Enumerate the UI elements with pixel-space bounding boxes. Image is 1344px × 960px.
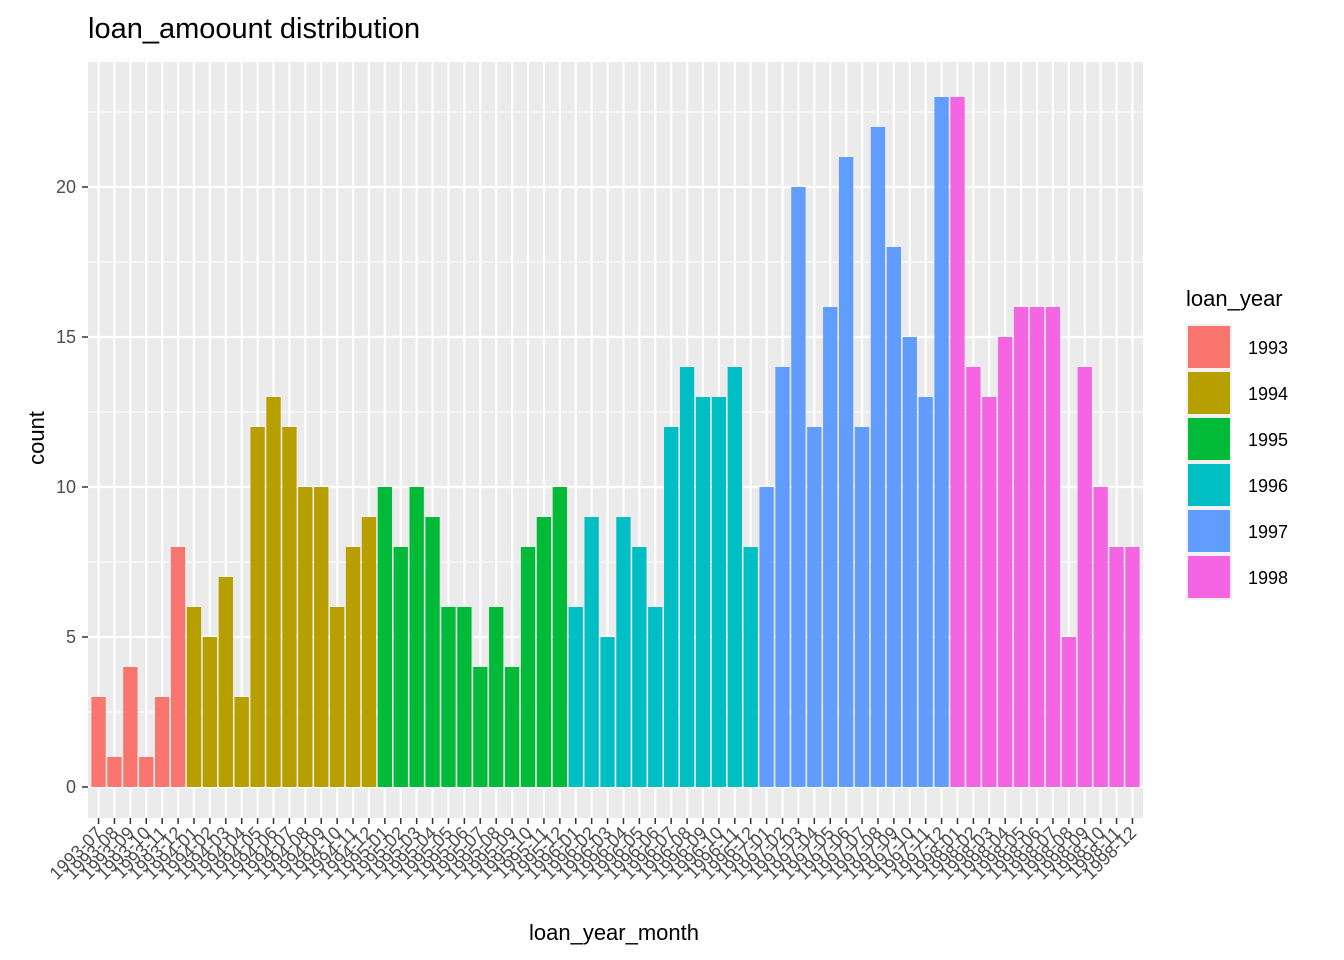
y-tick-label: 10: [56, 477, 76, 497]
bar-1994-05: [250, 427, 265, 787]
bar-1998-03: [982, 397, 997, 787]
bar-1994-01: [186, 607, 202, 787]
bar-1994-12: [361, 517, 377, 787]
bar-1998-02: [966, 367, 981, 787]
bar-1996-08: [679, 367, 695, 787]
bar-1998-01: [950, 97, 965, 787]
bar-1993-09: [123, 667, 138, 787]
bar-1996-05: [632, 547, 647, 787]
bar-1998-08: [1061, 637, 1076, 787]
bar-1995-04: [425, 517, 440, 787]
legend-swatch-1993: [1188, 326, 1230, 368]
legend: loan_year 1993 1994 1995 1996 1997 1998: [1186, 286, 1288, 600]
bar-1994-03: [218, 577, 233, 787]
bar-1995-08: [489, 607, 504, 787]
bar-1997-02: [775, 367, 790, 787]
legend-title: loan_year: [1186, 286, 1283, 311]
bar-1998-11: [1109, 547, 1124, 787]
legend-swatch-1997: [1188, 510, 1230, 552]
bar-1997-03: [791, 187, 806, 787]
bar-1998-06: [1029, 307, 1045, 787]
bar-1996-10: [711, 397, 727, 787]
bar-1996-07: [664, 427, 679, 787]
bar-1995-06: [457, 607, 472, 787]
bar-1996-02: [584, 517, 599, 787]
legend-label-1995: 1995: [1248, 430, 1288, 450]
bar-1997-07: [854, 427, 870, 787]
bar-1995-03: [409, 487, 424, 787]
bar-1998-05: [1013, 307, 1029, 787]
bar-1996-12: [743, 547, 758, 787]
legend-label-1993: 1993: [1248, 338, 1288, 358]
bar-1997-12: [934, 97, 949, 787]
bar-1997-11: [918, 397, 933, 787]
bar-1996-11: [727, 367, 742, 787]
bar-1995-05: [441, 607, 456, 787]
y-tick-label: 5: [66, 627, 76, 647]
bar-1997-09: [886, 247, 902, 787]
bar-1998-12: [1125, 547, 1140, 787]
bar-1993-07: [91, 697, 106, 787]
bar-1998-04: [998, 337, 1013, 787]
bar-1995-02: [393, 547, 408, 787]
bar-1994-02: [202, 637, 218, 787]
bar-1994-10: [329, 607, 345, 787]
legend-swatch-1995: [1188, 418, 1230, 460]
bar-1995-12: [552, 487, 567, 787]
bar-1993-11: [155, 697, 170, 787]
bar-1994-11: [345, 547, 361, 787]
bar-1998-07: [1045, 307, 1061, 787]
bar-1995-07: [473, 667, 488, 787]
x-axis-title: loan_year_month: [529, 920, 699, 945]
bar-1993-12: [170, 547, 186, 787]
bar-1996-01: [568, 607, 583, 787]
bar-1997-04: [807, 427, 822, 787]
y-axis-title: count: [24, 411, 49, 465]
legend-swatch-1998: [1188, 556, 1230, 598]
bar-1998-09: [1077, 367, 1092, 787]
y-tick-label: 15: [56, 327, 76, 347]
bar-1994-09: [314, 487, 329, 787]
bar-1997-05: [823, 307, 838, 787]
legend-label-1997: 1997: [1248, 522, 1288, 542]
y-axis-ticks: 0 5 10 15 20: [56, 177, 88, 797]
bar-1994-04: [234, 697, 249, 787]
bar-1996-04: [616, 517, 631, 787]
bar-1996-03: [600, 637, 615, 787]
chart-title: loan_amoount distribution: [88, 13, 420, 45]
bar-1995-01: [377, 487, 393, 787]
bar-1997-06: [838, 157, 854, 787]
legend-label-1998: 1998: [1248, 568, 1288, 588]
y-tick-label: 20: [56, 177, 76, 197]
bar-1996-06: [648, 607, 663, 787]
bar-1994-08: [298, 487, 313, 787]
bar-1995-11: [536, 517, 552, 787]
x-axis-ticks: 1993-071993-081993-091993-101993-111993-…: [46, 818, 1140, 884]
bar-1993-08: [107, 757, 122, 787]
legend-swatch-1996: [1188, 464, 1230, 506]
bar-1995-10: [520, 547, 536, 787]
bar-1993-10: [139, 757, 154, 787]
bar-1996-09: [695, 397, 711, 787]
legend-label-1994: 1994: [1248, 384, 1288, 404]
bars: [91, 97, 1140, 787]
bar-1997-10: [902, 337, 917, 787]
bar-1994-06: [266, 397, 281, 787]
bar-1997-01: [759, 487, 774, 787]
bar-1998-10: [1093, 487, 1108, 787]
bar-1994-07: [282, 427, 297, 787]
bar-1995-09: [504, 667, 520, 787]
legend-label-1996: 1996: [1248, 476, 1288, 496]
legend-swatch-1994: [1188, 372, 1230, 414]
bar-1997-08: [870, 127, 886, 787]
y-tick-label: 0: [66, 777, 76, 797]
